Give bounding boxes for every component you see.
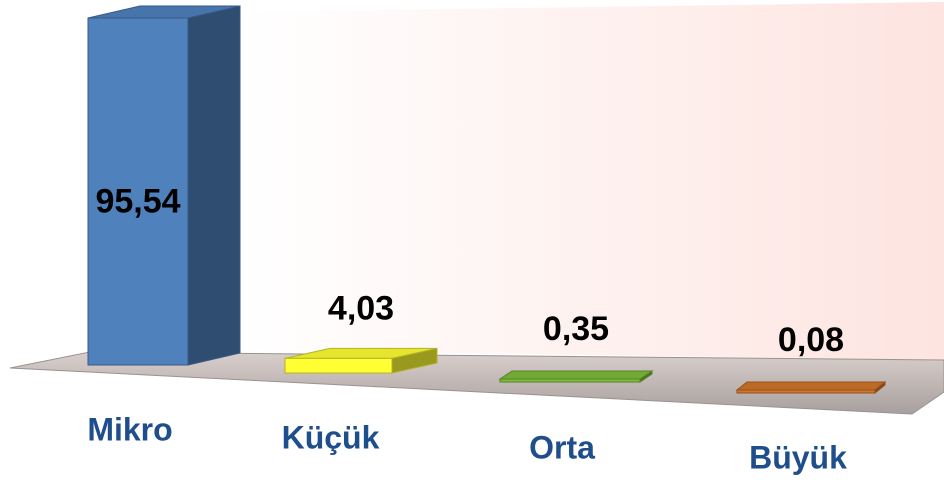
category-label: Küçük xyxy=(282,419,380,455)
category-label: Mikro xyxy=(87,411,172,447)
value-label: 0,35 xyxy=(543,310,609,348)
category-label: Büyük xyxy=(749,439,847,475)
value-label: 95,54 xyxy=(95,182,180,220)
bar-top xyxy=(498,370,654,380)
value-label: 0,08 xyxy=(778,321,844,359)
floor xyxy=(9,351,944,415)
bar xyxy=(284,357,393,374)
value-label: 4,03 xyxy=(328,289,394,327)
bar xyxy=(499,378,641,383)
category-label: Orta xyxy=(529,429,595,465)
bar-top xyxy=(735,381,887,391)
bar xyxy=(736,389,876,394)
bar xyxy=(87,17,189,366)
back-wall xyxy=(240,2,944,360)
bar-side xyxy=(187,5,241,366)
